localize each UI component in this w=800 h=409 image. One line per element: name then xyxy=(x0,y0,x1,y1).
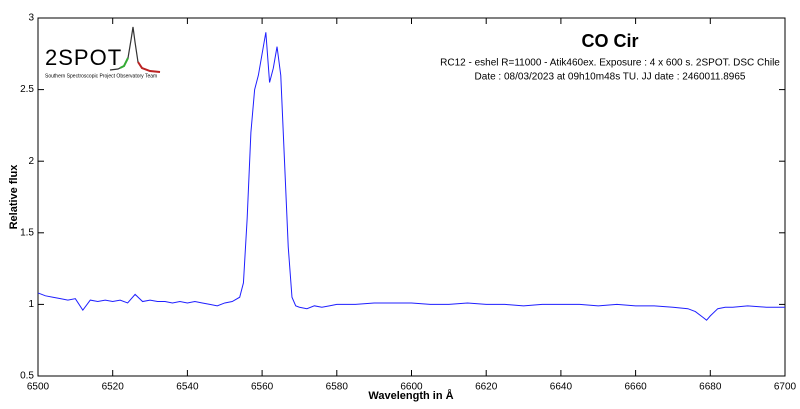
x-tick-label: 6540 xyxy=(176,382,199,393)
y-tick-label: 3 xyxy=(28,13,34,24)
x-tick-label: 6500 xyxy=(27,382,50,393)
chart-subtitle: Date : 08/03/2023 at 09h10m48s TU. JJ da… xyxy=(475,72,746,83)
y-tick-label: 0.5 xyxy=(20,371,34,382)
logo: 2SPOT Southern Spectroscopic Project Obs… xyxy=(45,26,161,79)
x-tick-label: 6700 xyxy=(774,382,797,393)
x-axis-label: Wavelength in Å xyxy=(368,389,453,402)
spectrum-line xyxy=(37,32,785,321)
y-tick-label: 1 xyxy=(28,299,34,310)
chart-title: CO Cir xyxy=(581,31,638,51)
chart-subtitle: RC12 - eshel R=11000 - Atik460ex. Exposu… xyxy=(440,58,780,69)
x-tick-label: 6660 xyxy=(624,382,647,393)
x-tick-label: 6560 xyxy=(251,382,274,393)
logo-subtitle: Southern Spectroscopic Project Observato… xyxy=(45,73,157,79)
x-tick-label: 6680 xyxy=(699,382,722,393)
y-tick-label: 1.5 xyxy=(20,227,34,238)
x-tick-label: 6600 xyxy=(400,382,423,393)
x-tick-label: 6640 xyxy=(550,382,573,393)
logo-curve-accent xyxy=(119,57,129,69)
x-tick-label: 6620 xyxy=(475,382,498,393)
y-axis-label: Relative flux xyxy=(8,164,20,230)
logo-title: 2SPOT xyxy=(45,45,122,70)
x-tick-label: 6580 xyxy=(326,382,349,393)
y-tick-label: 2 xyxy=(28,156,34,167)
x-tick-label: 6520 xyxy=(102,382,125,393)
logo-curve-accent xyxy=(137,61,161,73)
y-tick-label: 2.5 xyxy=(20,84,34,95)
